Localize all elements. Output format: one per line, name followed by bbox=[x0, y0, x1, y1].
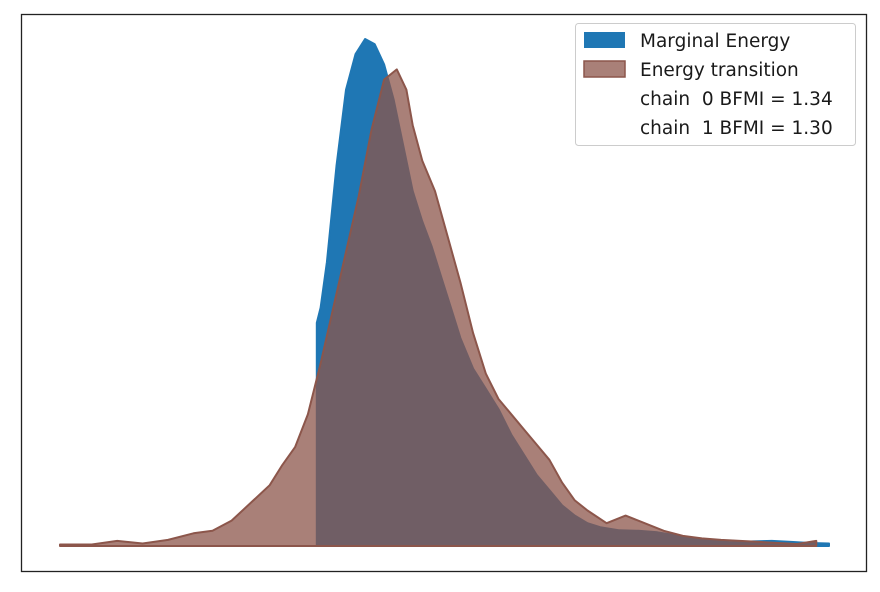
legend-swatch-energy-transition bbox=[583, 60, 626, 78]
series-layer bbox=[59, 38, 830, 547]
legend-label-energy-transition: Energy transition bbox=[640, 60, 799, 81]
series-area-energy-transition bbox=[59, 68, 818, 547]
legend-label-chain-1-bfmi: chain 1 BFMI = 1.30 bbox=[640, 118, 833, 139]
legend: Marginal Energy Energy transition chain … bbox=[575, 23, 856, 146]
legend-swatch-marginal-energy bbox=[584, 32, 625, 48]
legend-box bbox=[575, 23, 856, 146]
legend-label-marginal-energy: Marginal Energy bbox=[640, 31, 790, 52]
legend-label-chain-0-bfmi: chain 0 BFMI = 1.34 bbox=[640, 89, 833, 110]
